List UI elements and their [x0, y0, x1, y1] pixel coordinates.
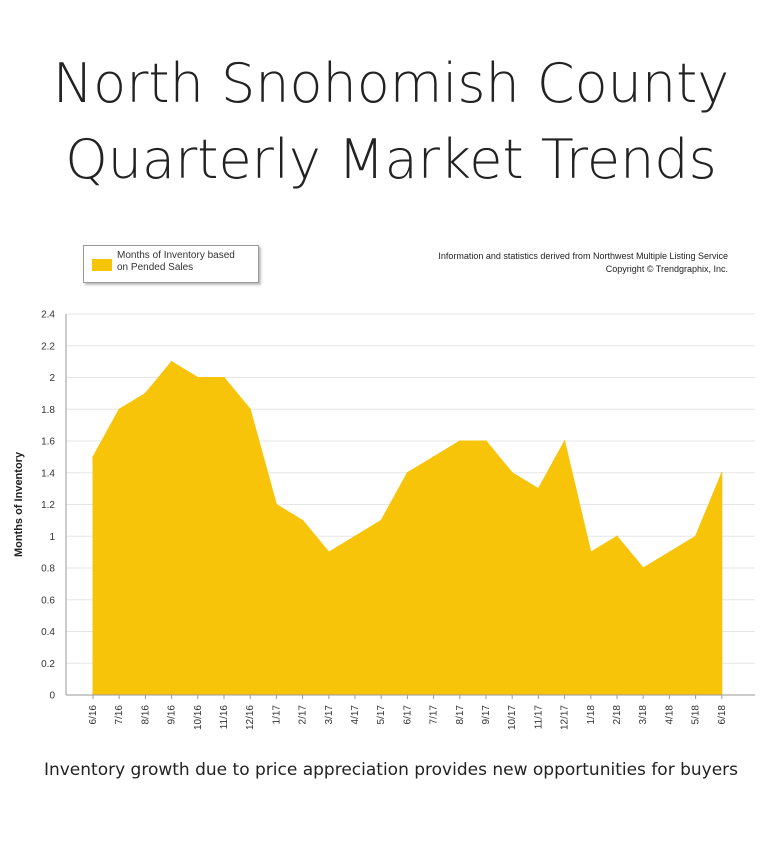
- y-tick-label: 0.6: [41, 595, 55, 606]
- data-point: [92, 456, 94, 458]
- x-tick-label: 11/17: [533, 705, 544, 730]
- y-tick-label: 0.2: [41, 659, 55, 670]
- x-tick-label: 2/17: [298, 705, 309, 725]
- data-point: [144, 392, 147, 395]
- data-point: [170, 360, 173, 363]
- data-point: [616, 535, 618, 538]
- y-axis-title: Months of Inventory: [13, 451, 25, 557]
- data-point: [118, 408, 120, 411]
- area-chart: 0 0.2 0.4 0.6 0.8 1 1.2 1.4 1.6 1.8 2 2.2 2.4 6/16 7/1…: [13, 310, 755, 730]
- source-note: Information and statistics derived from …: [438, 250, 728, 276]
- data-point: [668, 551, 671, 553]
- chart-legend: Months of Inventory based on Pended Sale…: [83, 245, 259, 283]
- source-note-line-1: Information and statistics derived from …: [438, 251, 728, 261]
- x-tick-label: 9/16: [167, 705, 178, 725]
- y-tick-label: 1: [49, 532, 55, 543]
- data-point: [721, 471, 723, 474]
- data-point: [590, 551, 592, 553]
- x-tick-label: 11/16: [219, 705, 230, 730]
- x-tick-label: 7/16: [114, 705, 125, 725]
- x-tick-label: 12/17: [560, 705, 571, 730]
- data-point: [223, 376, 225, 379]
- data-point: [642, 567, 644, 569]
- data-point: [432, 456, 435, 458]
- legend-swatch: [92, 259, 112, 271]
- y-tick-label: 2.2: [41, 341, 55, 352]
- data-point: [563, 440, 566, 442]
- source-note-line-2: Copyright © Trendgraphix, Inc.: [605, 264, 728, 274]
- data-point: [537, 487, 540, 490]
- y-tick-label: 1.6: [41, 437, 55, 448]
- x-tick-label: 10/17: [507, 705, 518, 730]
- data-point: [197, 376, 199, 379]
- data-point: [511, 471, 513, 474]
- y-tick-label: 0: [49, 691, 55, 702]
- legend-label: Months of Inventory based on Pended Sale…: [117, 250, 235, 274]
- page-title-line-2: Quarterly Market Trends: [65, 128, 717, 191]
- data-point: [406, 471, 409, 474]
- x-tick-label: 1/18: [586, 705, 597, 725]
- legend-label-line-2: on Pended Sales: [117, 262, 194, 273]
- data-point: [459, 440, 461, 442]
- y-tick-label: 2: [49, 373, 55, 384]
- page-title-line-1: North Snohomish County: [52, 52, 730, 115]
- x-tick-label: 9/17: [481, 705, 492, 725]
- y-tick-label: 0.4: [41, 627, 55, 638]
- chart-caption: Inventory growth due to price appreciati…: [43, 760, 739, 780]
- x-tick-label: 4/17: [350, 705, 361, 725]
- y-tick-label: 1.8: [41, 405, 55, 416]
- data-point: [694, 535, 697, 538]
- x-tick-label: 12/16: [245, 705, 256, 730]
- x-tick-label: 3/18: [638, 705, 649, 725]
- area-series: [92, 360, 723, 696]
- data-point: [301, 519, 304, 522]
- x-tick-label: 3/17: [324, 705, 335, 725]
- x-tick-label: 2/18: [612, 705, 623, 725]
- x-tick-label: 8/16: [140, 705, 151, 725]
- x-tick-label: 7/17: [429, 705, 440, 725]
- y-tick-label: 2.4: [41, 310, 55, 321]
- data-point: [275, 503, 278, 506]
- data-point: [354, 535, 356, 538]
- data-point: [485, 440, 487, 442]
- y-tick-label: 0.8: [41, 564, 55, 575]
- x-tick-label: 6/17: [402, 705, 413, 725]
- data-point: [249, 408, 251, 411]
- x-tick-label: 5/18: [691, 705, 702, 725]
- y-tick-label: 1.2: [41, 500, 55, 511]
- x-tick-label: 10/16: [193, 705, 204, 730]
- x-tick-label: 1/17: [271, 705, 282, 725]
- x-tick-label: 6/18: [717, 705, 728, 725]
- y-tick-label: 1.4: [41, 468, 55, 479]
- x-tick-label: 8/17: [455, 705, 466, 725]
- legend-label-line-1: Months of Inventory based: [117, 250, 235, 261]
- x-tick-label: 4/18: [664, 705, 675, 725]
- data-point: [380, 519, 383, 522]
- data-point: [328, 551, 330, 553]
- x-tick-label: 5/17: [376, 705, 387, 725]
- x-tick-label: 6/16: [88, 705, 99, 725]
